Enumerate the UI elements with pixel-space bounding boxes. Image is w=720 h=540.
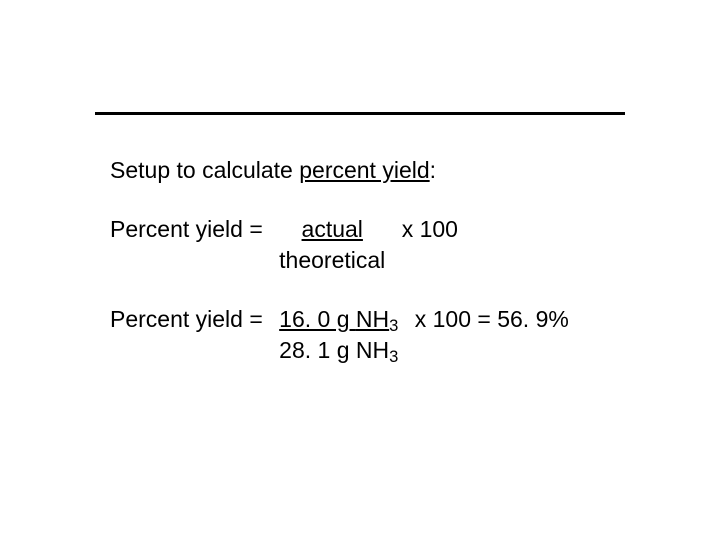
formula-tail: x 100 — [402, 214, 458, 245]
heading-prefix: Setup to calculate — [110, 157, 299, 183]
formula-row: Percent yield = actual theoretical x 100 — [110, 214, 660, 276]
calc-num-species: NH — [356, 306, 389, 332]
heading-line: Setup to calculate percent yield: — [110, 155, 660, 186]
calc-den-sub: 3 — [389, 347, 398, 366]
calc-den-value: 28. 1 g — [279, 337, 356, 363]
calc-num-value: 16. 0 g — [279, 306, 356, 332]
calc-den-species: NH — [356, 337, 389, 363]
slide: Setup to calculate percent yield: Percen… — [0, 0, 720, 540]
calc-tail: x 100 = 56. 9% — [415, 304, 569, 335]
formula-label: Percent yield = — [110, 216, 263, 242]
calc-result: 56. 9% — [497, 306, 569, 332]
formula-fraction: actual theoretical — [279, 214, 385, 276]
calc-fraction: 16. 0 g NH3 28. 1 g NH3 — [279, 304, 398, 366]
accent-bar — [95, 112, 625, 115]
calc-row: Percent yield = 16. 0 g NH3 28. 1 g NH3 … — [110, 304, 660, 366]
heading-underlined: percent yield — [299, 157, 429, 183]
slide-content: Setup to calculate percent yield: Percen… — [110, 155, 660, 394]
calc-tail-prefix: x 100 = — [415, 306, 497, 332]
heading-suffix: : — [430, 157, 436, 183]
calc-num-sub: 3 — [389, 316, 398, 335]
calc-denominator: 28. 1 g NH3 — [279, 335, 398, 366]
formula-numerator: actual — [279, 214, 385, 245]
calc-label: Percent yield = — [110, 306, 263, 332]
calc-numerator: 16. 0 g NH3 — [279, 304, 398, 335]
formula-denominator: theoretical — [279, 245, 385, 276]
